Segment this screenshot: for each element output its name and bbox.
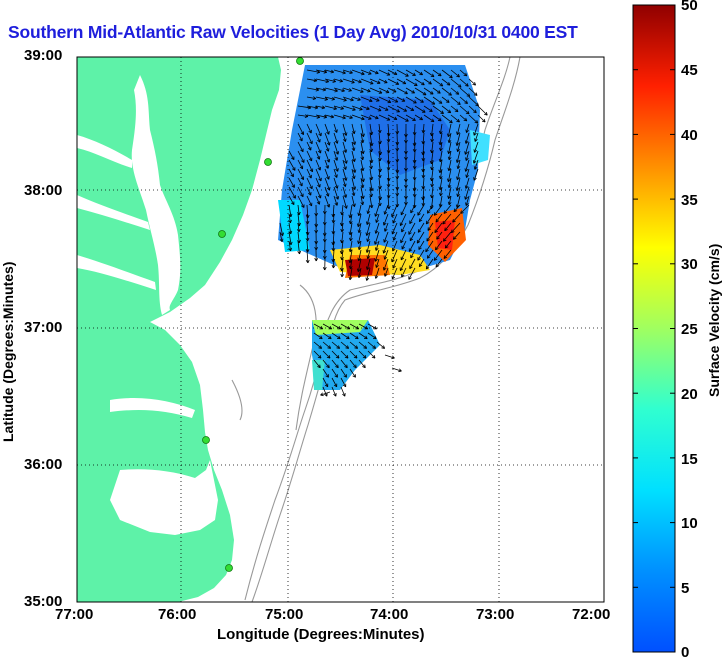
lon-tick-label: 77:00 xyxy=(55,606,93,623)
colorbar-tick-label: 25 xyxy=(681,321,698,338)
colorbar xyxy=(633,5,675,652)
colorbar-tick-label: 20 xyxy=(681,386,698,403)
velocity-arrowhead xyxy=(357,100,360,101)
y-axis-label: Latitude (Degrees:Minutes) xyxy=(0,262,16,442)
velocity-arrowhead xyxy=(338,168,339,171)
velocity-arrowhead xyxy=(337,174,338,177)
lat-tick-label: 37:00 xyxy=(24,319,62,336)
velocity-arrowhead xyxy=(474,177,475,180)
colorbar-tick-label: 30 xyxy=(681,256,698,273)
velocity-arrowhead xyxy=(359,110,362,111)
lat-tick-label: 36:00 xyxy=(24,456,62,473)
velocity-arrowhead xyxy=(474,149,475,152)
lon-tick-label: 75:00 xyxy=(265,606,303,623)
velocity-arrowhead xyxy=(338,196,339,199)
velocity-arrowhead xyxy=(337,129,338,132)
velocity-arrowhead xyxy=(473,160,474,163)
radar-station-marker xyxy=(297,58,304,65)
x-axis-label: Longitude (Degrees:Minutes) xyxy=(217,626,425,643)
velocity-arrowhead xyxy=(360,92,363,93)
velocity-arrowhead xyxy=(474,166,475,169)
lon-tick-label: 72:00 xyxy=(572,606,610,623)
colorbar-tick-label: 45 xyxy=(681,62,698,79)
colorbar-tick-label: 0 xyxy=(681,644,689,661)
lon-tick-label: 73:00 xyxy=(476,606,514,623)
velocity-arrowhead xyxy=(475,138,476,141)
velocity-arrowhead xyxy=(474,132,475,135)
lat-tick-label: 39:00 xyxy=(24,47,62,64)
radar-station-marker xyxy=(265,159,272,166)
radar-station-marker xyxy=(203,437,210,444)
radar-station-marker xyxy=(226,565,233,572)
velocity-arrowhead xyxy=(338,151,339,154)
velocity-patch-north xyxy=(278,65,490,278)
colorbar-label: Surface Velocity (cm/s) xyxy=(706,244,722,397)
radar-station-marker xyxy=(219,231,226,238)
colorbar-tick-label: 15 xyxy=(681,451,698,468)
lat-tick-label: 38:00 xyxy=(24,182,62,199)
velocity-arrowhead xyxy=(337,202,338,205)
velocity-arrowhead xyxy=(337,157,338,160)
lon-tick-label: 76:00 xyxy=(158,606,196,623)
colorbar-tick-label: 5 xyxy=(681,580,689,597)
velocity-arrowhead xyxy=(358,82,361,83)
velocity-arrowhead xyxy=(337,185,338,188)
velocity-arrowhead xyxy=(337,140,338,143)
lon-tick-label: 74:00 xyxy=(370,606,408,623)
colorbar-tick-label: 40 xyxy=(681,127,698,144)
colorbar-tick-label: 35 xyxy=(681,192,698,209)
velocity-arrowhead xyxy=(361,74,364,75)
velocity-arrowhead xyxy=(361,119,364,120)
colorbar-tick-label: 50 xyxy=(681,0,698,14)
colorbar-tick-label: 10 xyxy=(681,515,698,532)
